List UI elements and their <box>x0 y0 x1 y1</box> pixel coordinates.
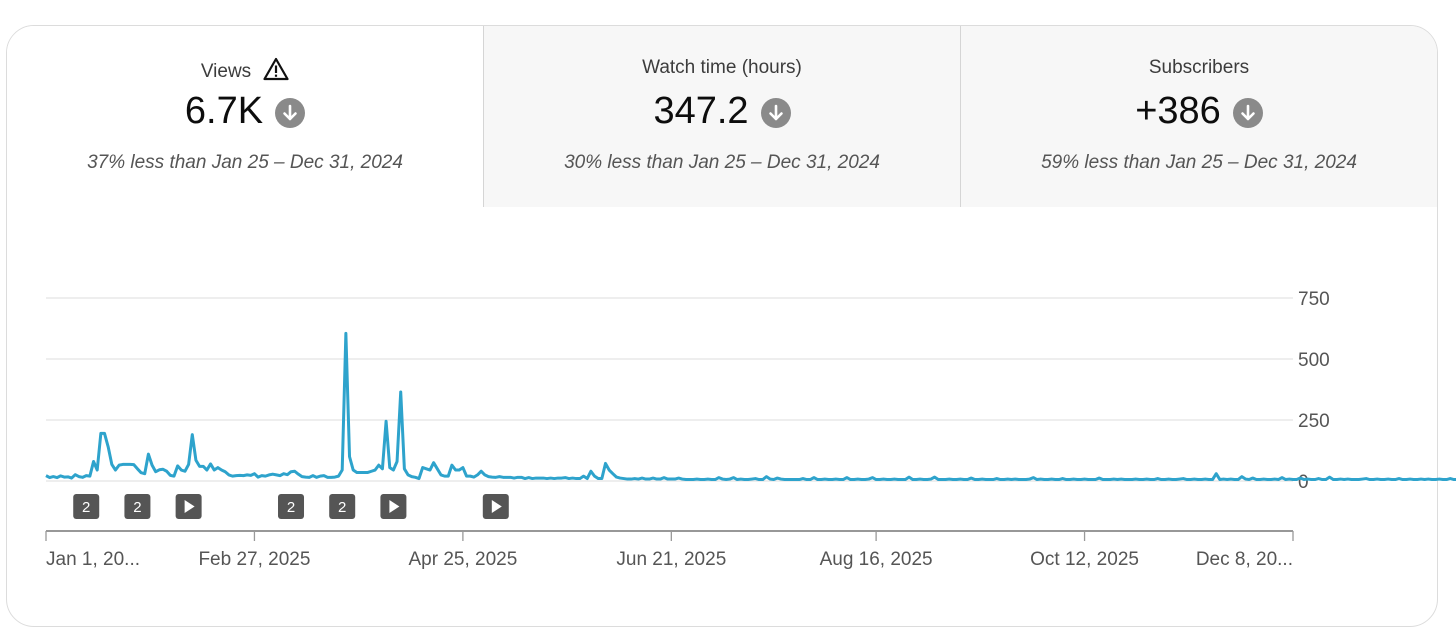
marker-box <box>124 494 151 519</box>
y-tick-label: 500 <box>1298 350 1330 371</box>
arrow-down-icon <box>275 97 306 128</box>
marker-count: 2 <box>338 499 346 516</box>
video-marker[interactable] <box>380 494 407 519</box>
series-line[interactable] <box>45 331 1456 482</box>
views-compare: 37% less than Jan 25 – Dec 31, 2024 <box>87 152 403 173</box>
x-tick-label: Aug 16, 2025 <box>820 549 933 570</box>
tab-watch-time[interactable]: Watch time (hours) 347.2 30% less than J… <box>483 26 960 207</box>
play-icon <box>184 500 195 513</box>
marker-box <box>329 494 356 519</box>
views-line-chart[interactable]: 0 250 500 750 2 2 2 2 Jan 1, 20... Feb 27, 2025… <box>0 0 1456 591</box>
y-tick-label: 750 <box>1298 289 1330 310</box>
subscribers-compare: 59% less than Jan 25 – Dec 31, 2024 <box>1041 152 1357 173</box>
play-icon <box>491 500 502 513</box>
video-marker[interactable] <box>175 494 202 519</box>
watch-time-value-row: 347.2 <box>484 90 960 133</box>
marker-layer: 2 2 2 2 <box>73 494 509 519</box>
marker-count: 2 <box>287 499 295 516</box>
metric-tabs: Views 6.7K 37% less than Jan 25 – <box>7 26 1437 207</box>
y-axis-ticks: 0 250 500 750 <box>1298 289 1330 493</box>
y-tick-label: 250 <box>1298 411 1330 432</box>
y-tick-label: 0 <box>1298 472 1309 493</box>
x-tick-label: Feb 27, 2025 <box>198 549 310 570</box>
x-axis: Jan 1, 20... Feb 27, 2025 Apr 25, 2025 Jun … <box>45 530 1294 570</box>
series-layer <box>45 331 1456 482</box>
multi-video-marker[interactable]: 2 <box>124 494 151 519</box>
warning-icon[interactable] <box>263 57 289 87</box>
tab-views[interactable]: Views 6.7K 37% less than Jan 25 – <box>7 26 483 207</box>
arrow-down-icon <box>760 97 791 128</box>
watch-time-label-row: Watch time (hours) <box>484 57 960 79</box>
tab-subscribers[interactable]: Subscribers +386 59% less than Jan 25 – … <box>960 26 1437 207</box>
multi-video-marker[interactable]: 2 <box>73 494 100 519</box>
views-label: Views <box>200 61 252 82</box>
grid-layer <box>46 297 1293 482</box>
multi-video-marker[interactable]: 2 <box>329 494 356 519</box>
multi-video-marker[interactable]: 2 <box>278 494 305 519</box>
marker-count: 2 <box>133 499 141 516</box>
x-tick-label: Dec 8, 20... <box>1196 549 1293 570</box>
watch-time-value: 347.2 <box>653 90 749 132</box>
x-tick-label: Oct 12, 2025 <box>1030 549 1139 570</box>
subscribers-label: Subscribers <box>1148 57 1250 78</box>
subscribers-label-row: Subscribers <box>961 57 1437 79</box>
video-marker[interactable] <box>482 494 509 519</box>
subscribers-value: +386 <box>1135 90 1221 132</box>
arrow-down-icon <box>1232 97 1263 128</box>
marker-count: 2 <box>82 499 90 516</box>
views-value-row: 6.7K <box>7 90 483 133</box>
x-tick-label: Jan 1, 20... <box>46 549 140 570</box>
views-value: 6.7K <box>184 90 264 132</box>
marker-box <box>73 494 100 519</box>
watch-time-compare: 30% less than Jan 25 – Dec 31, 2024 <box>564 152 880 173</box>
watch-time-label: Watch time (hours) <box>642 57 802 78</box>
play-icon <box>389 500 400 513</box>
x-tick-label: Jun 21, 2025 <box>616 549 726 570</box>
marker-box <box>278 494 305 519</box>
subscribers-value-row: +386 <box>961 90 1437 133</box>
x-tick-label: Apr 25, 2025 <box>408 549 517 570</box>
views-label-row: Views <box>7 57 483 87</box>
analytics-card: Views 6.7K 37% less than Jan 25 – <box>6 25 1438 627</box>
